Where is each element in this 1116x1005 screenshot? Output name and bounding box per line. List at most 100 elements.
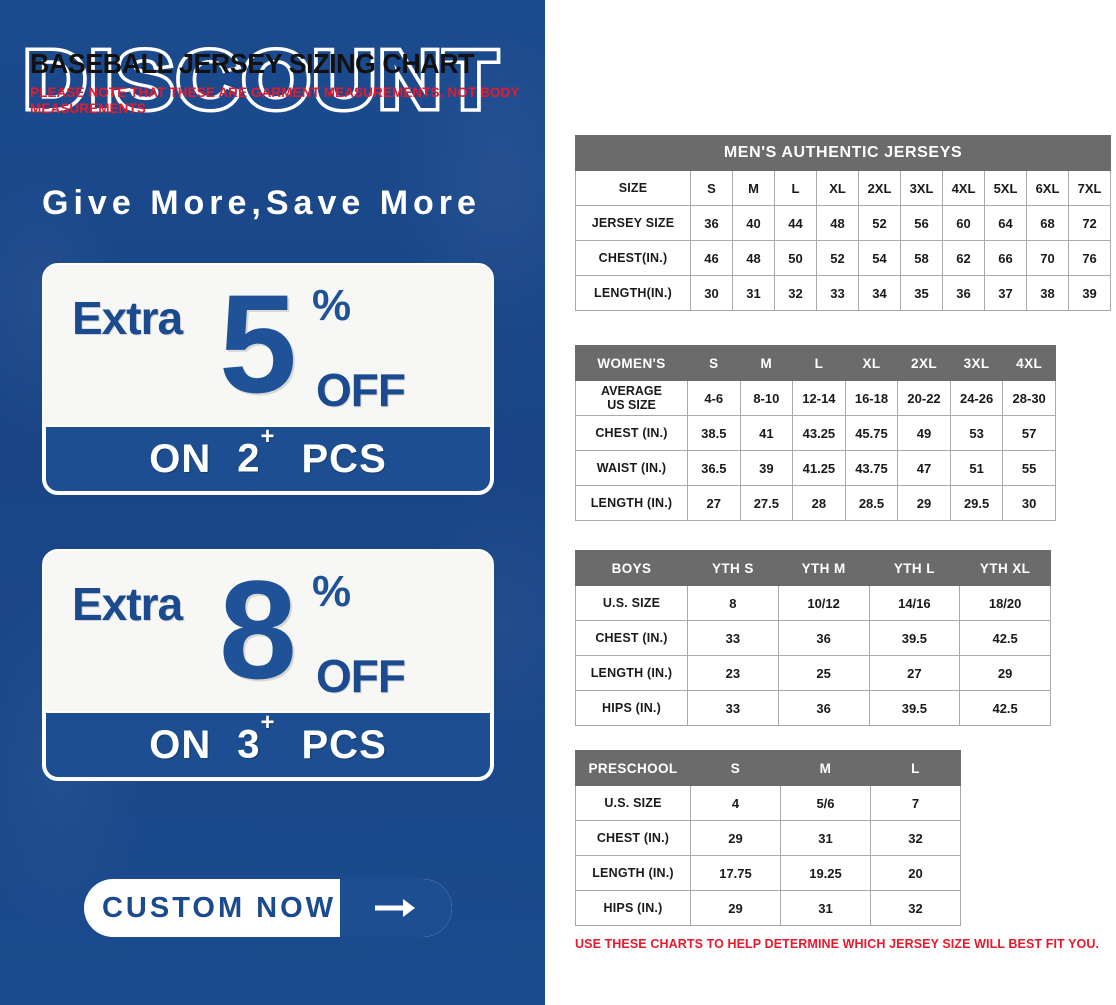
table-cell: 35 xyxy=(900,275,943,311)
table-row: CHEST(IN.) 46 48 50 52 54 58 62 66 70 76 xyxy=(575,240,1112,276)
discount-number: 5 xyxy=(219,265,297,422)
arrow-right-icon[interactable] xyxy=(340,879,452,937)
discount-card-condition-bar: ON 2+ PCS xyxy=(44,423,492,493)
table-cell: 36.5 xyxy=(687,450,741,486)
chart-title: BASEBALL JERSEY SIZING CHART xyxy=(30,48,475,79)
column-header-size: YTH M xyxy=(777,550,870,586)
column-header-size: 3XL xyxy=(900,170,943,206)
row-label: U.S. SIZE xyxy=(575,585,688,621)
table-cell: 49 xyxy=(897,415,951,451)
table-row: CHEST (IN.) 29 31 32 xyxy=(575,820,961,856)
table-band-title: PRESCHOOL xyxy=(575,750,691,786)
table-band-row: MEN'S AUTHENTIC JERSEYS xyxy=(574,135,1112,171)
column-header-size: XL xyxy=(844,345,899,381)
table-cell: 52 xyxy=(858,205,901,241)
percent-sign: % xyxy=(312,567,352,616)
table-cell: 44 xyxy=(774,205,817,241)
table-row: WAIST (IN.) 36.5 39 41.25 43.75 47 51 55 xyxy=(575,450,1056,486)
discount-title: DISCOUNT xyxy=(20,33,502,126)
table-cell: 30 xyxy=(1002,485,1056,521)
table-cell: 24-26 xyxy=(949,380,1004,416)
table-cell: 29 xyxy=(690,890,781,926)
custom-now-button[interactable]: CUSTOM NOW xyxy=(84,879,452,937)
table-cell: 48 xyxy=(816,205,859,241)
table-cell: 54 xyxy=(858,240,901,276)
table-cell: 27.5 xyxy=(739,485,794,521)
pcs-label: PCS xyxy=(301,722,387,767)
column-header-size: 4XL xyxy=(942,170,985,206)
table-cell: 28.5 xyxy=(844,485,899,521)
table-cell: 31 xyxy=(732,275,775,311)
promo-tagline: Give More,Save More xyxy=(42,184,481,222)
table-cell: 36 xyxy=(777,620,870,656)
boys-sizing-table: BOYS YTH S YTH M YTH L YTH XL U.S. SIZE 8 10/12… xyxy=(575,550,1051,726)
table-cell: 39.5 xyxy=(868,690,961,726)
table-row: JERSEY SIZE 36 40 44 48 52 56 60 64 68 72 xyxy=(575,205,1112,241)
table-row: U.S. SIZE 8 10/12 14/16 18/20 xyxy=(575,585,1051,621)
table-cell: 70 xyxy=(1026,240,1069,276)
column-header-size: YTH XL xyxy=(959,550,1051,586)
table-row: CHEST (IN.) 33 36 39.5 42.5 xyxy=(575,620,1051,656)
column-header-size: 7XL xyxy=(1067,170,1112,206)
table-cell: 36 xyxy=(690,205,733,241)
table-cell: 66 xyxy=(984,240,1027,276)
column-header-size: S xyxy=(687,345,741,381)
table-cell: 29 xyxy=(959,655,1051,691)
table-cell: 39.5 xyxy=(868,620,961,656)
table-cell: 41 xyxy=(739,415,794,451)
row-label: LENGTH(IN.) xyxy=(575,275,691,311)
table-cell: 8 xyxy=(687,585,779,621)
table-cell: 38.5 xyxy=(687,415,741,451)
table-cell: 33 xyxy=(816,275,859,311)
discount-card-top: Extra 8 % OFF xyxy=(44,551,492,711)
table-cell: 32 xyxy=(774,275,817,311)
table-cell: 39 xyxy=(1067,275,1112,311)
discount-card-8-percent[interactable]: Extra 8 % OFF ON 3+ PCS xyxy=(42,549,494,781)
table-cell: 33 xyxy=(687,690,779,726)
table-cell: 42.5 xyxy=(959,690,1051,726)
table-row: AVERAGE US SIZE 4-6 8-10 12-14 16-18 20-22 24-2… xyxy=(575,380,1056,416)
table-row: LENGTH (IN.) 27 27.5 28 28.5 29 29.5 30 xyxy=(575,485,1056,521)
table-header-row: PRESCHOOL S M L xyxy=(575,750,961,786)
row-label: LENGTH (IN.) xyxy=(575,855,691,891)
table-row: LENGTH(IN.) 30 31 32 33 34 35 36 37 38 39 xyxy=(575,275,1112,311)
discount-card-condition-bar: ON 3+ PCS xyxy=(44,709,492,779)
discount-card-top: Extra 5 % OFF xyxy=(44,265,492,425)
table-cell: 56 xyxy=(900,205,943,241)
table-cell: 30 xyxy=(690,275,733,311)
table-cell: 68 xyxy=(1026,205,1069,241)
column-header-size: 2XL xyxy=(858,170,901,206)
table-row: LENGTH (IN.) 17.75 19.25 20 xyxy=(575,855,961,891)
table-cell: 48 xyxy=(732,240,775,276)
discount-number: 8 xyxy=(219,551,297,708)
table-row: HIPS (IN.) 29 31 32 xyxy=(575,890,961,926)
table-cell: 31 xyxy=(780,890,871,926)
table-cell: 8-10 xyxy=(739,380,794,416)
column-header-size: S xyxy=(690,750,781,786)
table-cell: 36 xyxy=(942,275,985,311)
off-label: OFF xyxy=(316,650,406,702)
table-cell: 58 xyxy=(900,240,943,276)
table-band-title: MEN'S AUTHENTIC JERSEYS xyxy=(574,135,1112,171)
table-header-row: BOYS YTH S YTH M YTH L YTH XL xyxy=(575,550,1051,586)
percent-sign: % xyxy=(312,281,352,330)
row-label: AVERAGE US SIZE xyxy=(575,380,688,416)
row-label: WAIST (IN.) xyxy=(575,450,688,486)
column-header-size: 4XL xyxy=(1002,345,1056,381)
table-cell: 16-18 xyxy=(844,380,899,416)
chart-note: PLEASE NOTE THAT THESE ARE GARMENT MEASU… xyxy=(30,85,520,116)
table-cell: 41.25 xyxy=(792,450,846,486)
column-header-size: M xyxy=(732,170,775,206)
table-cell: 4-6 xyxy=(687,380,741,416)
table-cell: 43.75 xyxy=(844,450,899,486)
table-cell: 64 xyxy=(984,205,1027,241)
table-cell: 32 xyxy=(870,820,961,856)
discount-card-5-percent[interactable]: Extra 5 % OFF ON 2+ PCS xyxy=(42,263,494,495)
column-header-size: M xyxy=(780,750,871,786)
table-row: LENGTH (IN.) 23 25 27 29 xyxy=(575,655,1051,691)
row-label: CHEST (IN.) xyxy=(575,820,691,856)
quantity-threshold: 2+ xyxy=(237,423,276,481)
table-cell: 32 xyxy=(870,890,961,926)
table-cell: 40 xyxy=(732,205,775,241)
